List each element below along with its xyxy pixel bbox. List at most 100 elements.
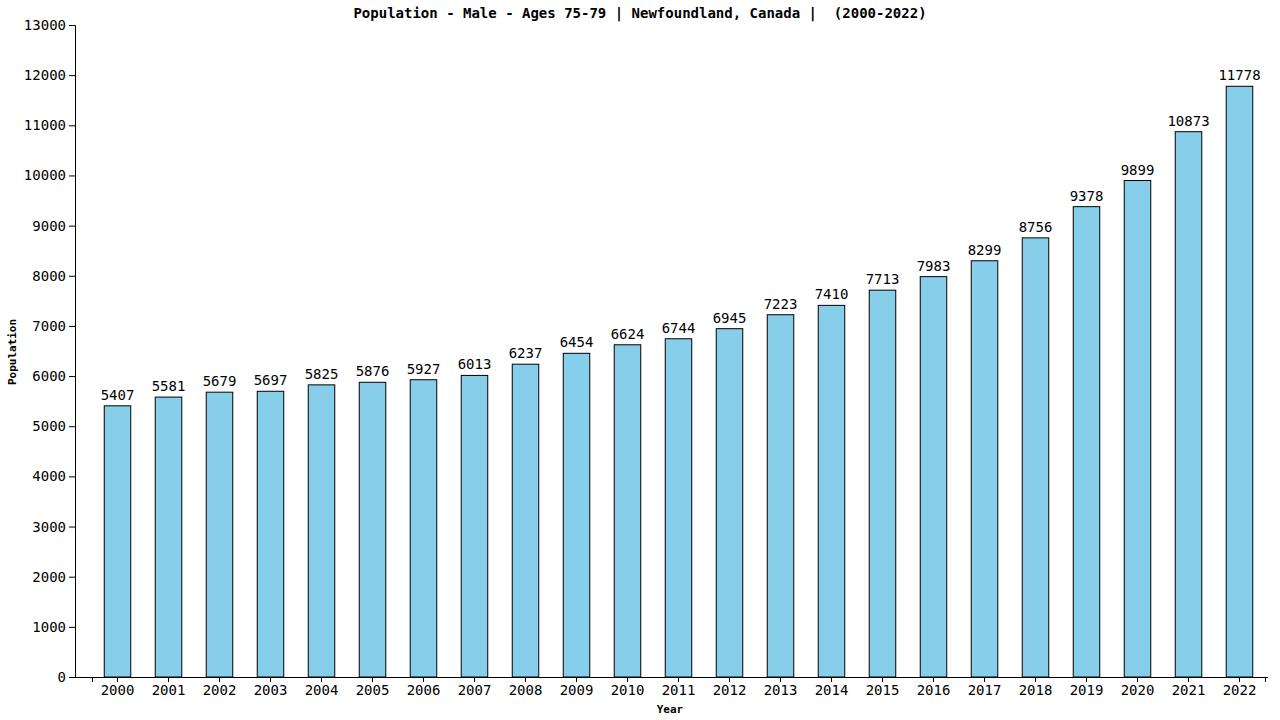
bar	[1022, 238, 1049, 677]
y-axis: 0100020003000400050006000700080009000100…	[24, 17, 76, 685]
y-tick: 3000	[32, 519, 75, 535]
bar	[716, 329, 743, 677]
x-tick-label: 2007	[458, 682, 492, 698]
y-tick-label: 7000	[32, 318, 66, 334]
data-label: 6744	[662, 320, 696, 336]
x-tick: 2012	[713, 677, 747, 698]
y-tick: 2000	[32, 569, 75, 585]
x-tick-label: 2014	[815, 682, 849, 698]
y-tick-mark	[69, 175, 75, 176]
bar	[155, 397, 182, 677]
y-tick: 5000	[32, 418, 75, 434]
y-tick-mark	[69, 25, 75, 26]
y-tick-mark	[69, 476, 75, 477]
title: Population - Male - Ages 75-79 | Newfoun…	[353, 5, 926, 22]
x-tick: 2020	[1121, 677, 1155, 698]
y-tick-mark	[69, 577, 75, 578]
data-label: 5407	[101, 387, 135, 403]
x-tick-label: 2008	[509, 682, 543, 698]
y-axis-title: Population	[6, 319, 19, 385]
x-axis-title: Year	[657, 703, 684, 716]
y-tick-label: 4000	[32, 468, 66, 484]
y-tick-label: 1000	[32, 619, 66, 635]
bar	[206, 392, 233, 677]
bar	[257, 391, 284, 677]
data-label: 6624	[611, 326, 645, 342]
x-tick-label: 2010	[611, 682, 645, 698]
y-tick-mark	[69, 376, 75, 377]
bar	[563, 353, 590, 677]
y-tick-mark	[69, 426, 75, 427]
x-tick: 2004	[305, 677, 339, 698]
y-tick-label: 2000	[32, 569, 66, 585]
bars	[104, 86, 1253, 677]
y-tick-label: 12000	[24, 67, 66, 83]
y-tick: 6000	[32, 368, 75, 384]
data-label: 6237	[509, 345, 543, 361]
bar	[359, 382, 386, 677]
x-tick-label: 2019	[1070, 682, 1104, 698]
bar	[665, 339, 692, 677]
x-tick-label: 2016	[917, 682, 951, 698]
y-tick: 8000	[32, 268, 75, 284]
y-tick-label: 5000	[32, 418, 66, 434]
x-tick-label: 2020	[1121, 682, 1155, 698]
data-label: 10873	[1167, 113, 1209, 129]
x-tick: 2002	[203, 677, 237, 698]
data-label: 9899	[1121, 162, 1155, 178]
x-tick-label: 2012	[713, 682, 747, 698]
data-label: 5581	[152, 378, 186, 394]
y-tick-label: 9000	[32, 218, 66, 234]
x-tick-label: 2011	[662, 682, 696, 698]
y-tick-mark	[69, 677, 75, 678]
x-tick: 2021	[1172, 677, 1206, 698]
x-tick: 2008	[509, 677, 543, 698]
data-label: 6454	[560, 334, 594, 350]
bar	[308, 385, 335, 677]
data-label: 5679	[203, 373, 237, 389]
data-label: 5876	[356, 363, 390, 379]
data-labels: 5407558156795697582558765927601362376454…	[101, 67, 1261, 403]
x-tick: 2010	[611, 677, 645, 698]
y-tick: 13000	[24, 17, 75, 33]
x-tick-label: 2009	[560, 682, 594, 698]
bar	[1226, 86, 1253, 677]
data-label: 9378	[1070, 188, 1104, 204]
bar	[104, 406, 131, 677]
y-tick-mark	[69, 527, 75, 528]
x-tick-label: 2003	[254, 682, 288, 698]
bar	[767, 315, 794, 677]
bar	[1073, 207, 1100, 677]
x-tick-label: 2006	[407, 682, 441, 698]
x-tick-label: 2001	[152, 682, 186, 698]
y-axis-line	[69, 26, 76, 678]
x-tick: 2011	[662, 677, 696, 698]
y-tick-label: 6000	[32, 368, 66, 384]
bar	[1175, 132, 1202, 677]
y-tick-mark	[69, 627, 75, 628]
data-label: 5697	[254, 372, 288, 388]
data-label: 6945	[713, 310, 747, 326]
data-label: 7410	[815, 286, 849, 302]
x-tick-label: 2002	[203, 682, 237, 698]
y-tick: 12000	[24, 67, 75, 83]
x-tick: 2003	[254, 677, 288, 698]
y-tick-mark	[69, 276, 75, 277]
x-tick-label: 2015	[866, 682, 900, 698]
bar	[920, 277, 947, 677]
chart: 5407558156795697582558765927601362376454…	[0, 0, 1280, 720]
bar	[461, 375, 488, 677]
data-label: 7983	[917, 258, 951, 274]
data-label: 5825	[305, 366, 339, 382]
x-tick: 2013	[764, 677, 798, 698]
y-tick: 0	[58, 669, 75, 685]
x-tick-label: 2018	[1019, 682, 1053, 698]
baseline	[75, 677, 1268, 678]
bar	[614, 345, 641, 677]
x-tick-label: 2000	[101, 682, 135, 698]
bar	[512, 364, 539, 677]
x-tick: 2022	[1223, 677, 1257, 698]
y-tick-label: 3000	[32, 519, 66, 535]
x-tick: 2007	[458, 677, 492, 698]
x-tick-label: 2005	[356, 682, 390, 698]
